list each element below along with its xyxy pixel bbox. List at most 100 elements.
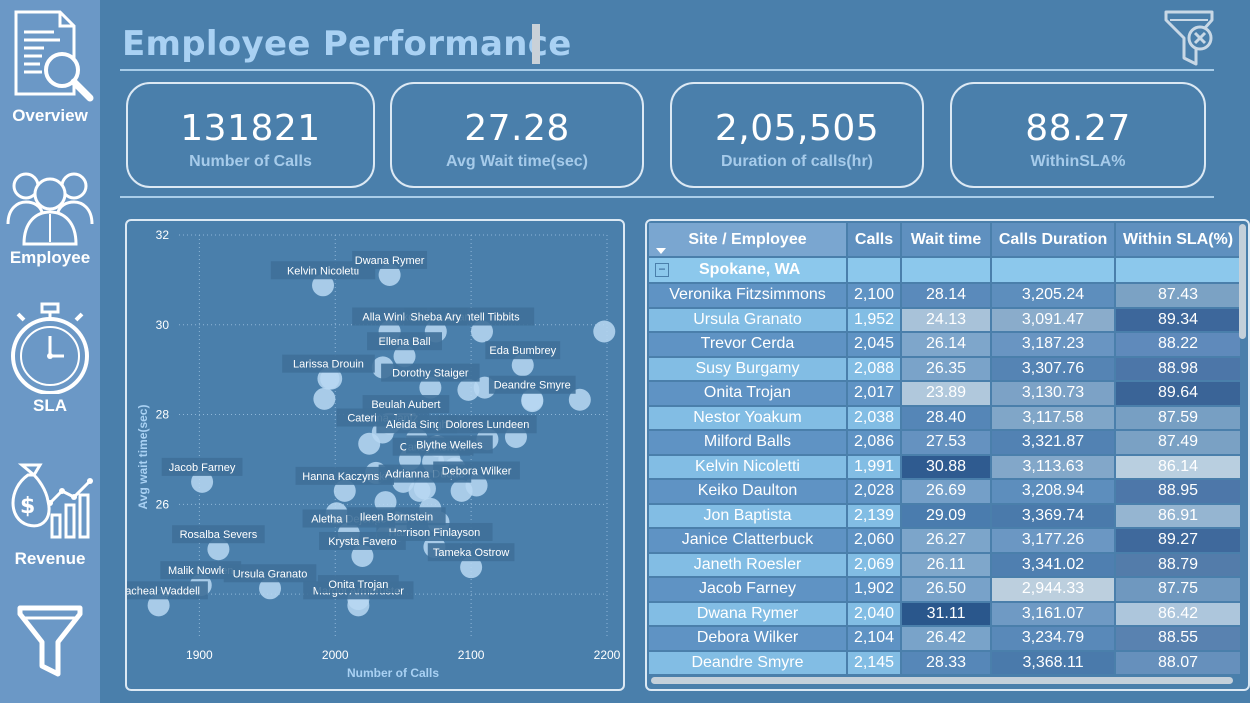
collapse-icon[interactable]: − — [655, 262, 669, 277]
scatter-point[interactable] — [419, 376, 442, 399]
cell-employee-name[interactable]: Ursula Granato — [649, 308, 846, 331]
cell-calls[interactable]: 2,104 — [848, 627, 901, 650]
cell-calls[interactable]: 2,060 — [848, 529, 901, 552]
scatter-point[interactable] — [259, 577, 282, 600]
nav-revenue[interactable]: $ Revenue — [0, 455, 100, 569]
cell-calls[interactable]: 2,088 — [848, 357, 901, 380]
cell-wait-time[interactable]: 28.40 — [902, 406, 991, 429]
cell-employee-name[interactable]: Janice Clatterbuck — [649, 529, 846, 552]
cell-calls-duration[interactable]: 3,091.47 — [992, 308, 1115, 331]
nav-filters[interactable] — [0, 604, 100, 678]
scatter-point[interactable] — [191, 470, 214, 493]
cell-employee-name[interactable]: Debora Wilker — [649, 627, 846, 650]
cell-wait-time[interactable]: 26.42 — [902, 627, 991, 650]
scatter-chart[interactable]: 19002000210022002426283032Number of Call… — [127, 221, 623, 689]
cell-employee-name[interactable]: Kelvin Nicoletti — [649, 455, 846, 478]
table-row[interactable]: Janeth Roesler 2,069 26.11 3,341.02 88.79 — [649, 553, 1241, 576]
cell-within-sla[interactable]: 88.07 — [1116, 651, 1241, 674]
cell-within-sla[interactable]: 88.79 — [1116, 553, 1241, 576]
column-header-within-sla[interactable]: Within SLA(%) — [1116, 223, 1241, 256]
cell-wait-time[interactable]: 27.53 — [902, 431, 991, 454]
cell-calls-duration[interactable]: 3,161.07 — [992, 602, 1115, 625]
cell-calls[interactable]: 2,100 — [848, 284, 901, 307]
cell-wait-time[interactable]: 26.35 — [902, 357, 991, 380]
column-header-calls-duration[interactable]: Calls Duration — [992, 223, 1115, 256]
cell-wait-time[interactable]: 26.11 — [902, 553, 991, 576]
scatter-point[interactable] — [333, 479, 356, 502]
scatter-point[interactable] — [312, 274, 335, 297]
table-row[interactable]: Trevor Cerda 2,045 26.14 3,187.23 88.22 — [649, 333, 1241, 356]
cell-calls-duration[interactable]: 3,205.24 — [992, 284, 1115, 307]
cell-calls-duration[interactable]: 3,234.79 — [992, 627, 1115, 650]
scatter-point[interactable] — [351, 544, 374, 567]
cell-wait-time[interactable]: 28.14 — [902, 284, 991, 307]
cell-within-sla[interactable]: 88.22 — [1116, 333, 1241, 356]
scatter-point[interactable] — [593, 320, 616, 343]
cell-within-sla[interactable]: 86.14 — [1116, 455, 1241, 478]
cell-employee-name[interactable]: Jacob Farney — [649, 578, 846, 601]
cell-employee-name[interactable]: Veronika Fitzsimmons — [649, 284, 846, 307]
cell-employee-name[interactable]: Susy Burgamy — [649, 357, 846, 380]
cell-calls[interactable]: 2,017 — [848, 382, 901, 405]
cell-wait-time[interactable]: 31.11 — [902, 602, 991, 625]
cell-calls[interactable]: 2,040 — [848, 602, 901, 625]
cell-calls-duration[interactable]: 3,187.23 — [992, 333, 1115, 356]
group-cell[interactable]: − Spokane, WA — [649, 258, 846, 282]
table-row[interactable]: Onita Trojan 2,017 23.89 3,130.73 89.64 — [649, 382, 1241, 405]
table-row[interactable]: Jacob Farney 1,902 26.50 2,944.33 87.75 — [649, 578, 1241, 601]
cell-within-sla[interactable]: 87.59 — [1116, 406, 1241, 429]
cell-within-sla[interactable]: 89.34 — [1116, 308, 1241, 331]
column-header-wait-time[interactable]: Wait time — [902, 223, 991, 256]
table-row[interactable]: Milford Balls 2,086 27.53 3,321.87 87.49 — [649, 431, 1241, 454]
cell-wait-time[interactable]: 26.50 — [902, 578, 991, 601]
scatter-point[interactable] — [317, 367, 340, 390]
cell-wait-time[interactable]: 26.69 — [902, 480, 991, 503]
column-header-calls[interactable]: Calls — [848, 223, 901, 256]
cell-employee-name[interactable]: Keiko Daulton — [649, 480, 846, 503]
cell-calls-duration[interactable]: 3,208.94 — [992, 480, 1115, 503]
cell-wait-time[interactable]: 30.88 — [902, 455, 991, 478]
scatter-point[interactable] — [568, 388, 591, 411]
clear-filters-button[interactable] — [1162, 8, 1218, 68]
cell-employee-name[interactable]: Trevor Cerda — [649, 333, 846, 356]
cell-calls-duration[interactable]: 3,113.63 — [992, 455, 1115, 478]
table-row[interactable]: Ursula Granato 1,952 24.13 3,091.47 89.34 — [649, 308, 1241, 331]
table-row[interactable]: Dwana Rymer 2,040 31.11 3,161.07 86.42 — [649, 602, 1241, 625]
table-row[interactable]: Deandre Smyre 2,145 28.33 3,368.11 88.07 — [649, 651, 1241, 674]
table-row[interactable]: Keiko Daulton 2,028 26.69 3,208.94 88.95 — [649, 480, 1241, 503]
cell-calls-duration[interactable]: 3,130.73 — [992, 382, 1115, 405]
scatter-point[interactable] — [470, 320, 493, 343]
cell-calls-duration[interactable]: 3,341.02 — [992, 553, 1115, 576]
cell-calls[interactable]: 1,991 — [848, 455, 901, 478]
table-row[interactable]: Veronika Fitzsimmons 2,100 28.14 3,205.24 87… — [649, 284, 1241, 307]
cell-wait-time[interactable]: 23.89 — [902, 382, 991, 405]
cell-calls[interactable]: 2,069 — [848, 553, 901, 576]
vertical-scrollbar[interactable] — [1239, 224, 1246, 339]
cell-calls-duration[interactable]: 2,944.33 — [992, 578, 1115, 601]
cell-within-sla[interactable]: 88.98 — [1116, 357, 1241, 380]
cell-calls[interactable]: 1,902 — [848, 578, 901, 601]
scatter-point[interactable] — [413, 477, 436, 500]
cell-wait-time[interactable]: 24.13 — [902, 308, 991, 331]
cell-within-sla[interactable]: 87.43 — [1116, 284, 1241, 307]
table-row[interactable]: Janice Clatterbuck 2,060 26.27 3,177.26 89.2… — [649, 529, 1241, 552]
cell-wait-time[interactable]: 26.14 — [902, 333, 991, 356]
cell-within-sla[interactable]: 87.75 — [1116, 578, 1241, 601]
scatter-point[interactable] — [313, 387, 336, 410]
cell-within-sla[interactable]: 87.49 — [1116, 431, 1241, 454]
nav-overview[interactable]: Overview — [0, 6, 100, 126]
table-row[interactable]: Jon Baptista 2,139 29.09 3,369.74 86.91 — [649, 504, 1241, 527]
cell-calls-duration[interactable]: 3,321.87 — [992, 431, 1115, 454]
sort-descending-icon[interactable] — [656, 248, 666, 254]
scatter-point[interactable] — [393, 345, 416, 368]
cell-employee-name[interactable]: Nestor Yoakum — [649, 406, 846, 429]
scatter-point[interactable] — [207, 538, 230, 561]
cell-employee-name[interactable]: Janeth Roesler — [649, 553, 846, 576]
scatter-point[interactable] — [460, 556, 483, 579]
table-row[interactable]: Nestor Yoakum 2,038 28.40 3,117.58 87.59 — [649, 406, 1241, 429]
horizontal-scrollbar[interactable] — [651, 677, 1233, 684]
scatter-point[interactable] — [457, 378, 480, 401]
cell-calls[interactable]: 2,145 — [848, 651, 901, 674]
cell-calls-duration[interactable]: 3,368.11 — [992, 651, 1115, 674]
table-group-row[interactable]: − Spokane, WA — [649, 258, 1241, 282]
